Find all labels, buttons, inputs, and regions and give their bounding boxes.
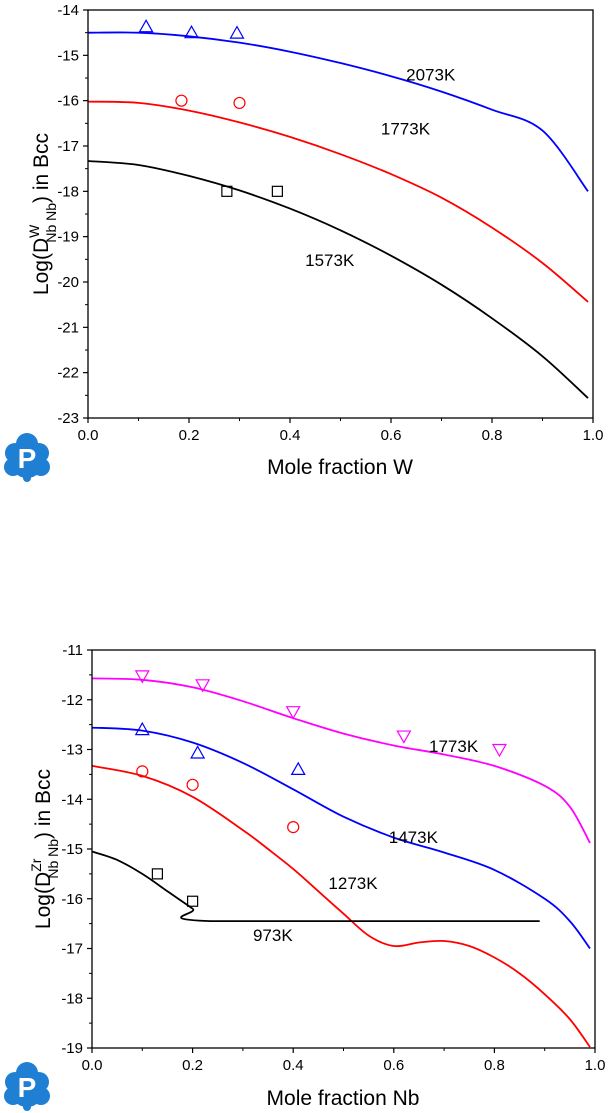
chart-2-annotation-1273K: 1273K bbox=[328, 874, 378, 893]
chart-2-marker-circle-2 bbox=[287, 821, 300, 834]
chart-1-y-tick-label: -20 bbox=[57, 274, 79, 291]
chart-1-marker-circle-1 bbox=[233, 96, 246, 110]
chart-2-y-tick-label: -15 bbox=[61, 841, 83, 858]
chart-2-marker-square-0 bbox=[151, 868, 163, 880]
chart-2-marker-square-1 bbox=[187, 895, 199, 907]
logo-cloud-shape bbox=[4, 1062, 50, 1111]
logo-cloud-lobe bbox=[32, 1087, 50, 1105]
chart-2-series-1473K-line bbox=[91, 726, 591, 950]
chart-2-marker-triangle-down-0 bbox=[134, 670, 150, 684]
chart-2-y-tick-label: -19 bbox=[61, 1040, 83, 1057]
logo-cloud-lobe bbox=[4, 458, 22, 476]
chart-1-marker-triangle-up-2 bbox=[229, 25, 245, 39]
logo-cloud-drop bbox=[23, 474, 31, 482]
chart-1-annotation-2073K: 2073K bbox=[406, 65, 456, 84]
logo-letter: P bbox=[18, 1072, 37, 1103]
chart-2-marker-triangle-down-3 bbox=[396, 730, 412, 744]
chart-1-annotation-1773K: 1773K bbox=[381, 120, 431, 139]
chart-2-marker-triangle-down-4 bbox=[491, 743, 507, 758]
chart-2-marker-triangle-down-2 bbox=[285, 706, 301, 720]
chart-1-marker-triangle-up-1 bbox=[183, 24, 200, 39]
chart-2-x-tick-label: 0.2 bbox=[182, 1057, 203, 1074]
chart-1-y-tick-label: -16 bbox=[57, 93, 79, 110]
chart-1-marker-layer bbox=[138, 19, 283, 197]
chart-1-marker-triangle-up-0 bbox=[138, 19, 154, 33]
cloud-p-logo-top: P bbox=[4, 433, 50, 482]
chart-1-marker-circle-0 bbox=[175, 94, 188, 107]
chart-1-annotation-layer: 2073K 1773K 1573K bbox=[305, 65, 456, 270]
chart-1-x-axis-label: Mole fraction W bbox=[267, 456, 413, 479]
chart-2-annotation-1773K: 1773K bbox=[429, 737, 479, 756]
chart-2-y-ticks: -19 -18 -17 -16 -15 -14 -13 -12 -11 bbox=[61, 642, 92, 1057]
chart-2-y-tick-label: -13 bbox=[61, 742, 83, 759]
chart-2-y-tick-label: -16 bbox=[61, 891, 83, 908]
logo-cloud-shape bbox=[4, 433, 50, 482]
chart-1-annotation-1573K: 1573K bbox=[305, 251, 355, 270]
chart-1-series-layer bbox=[87, 31, 589, 399]
chart-2: 1773K 1473K 1273K 973K 0.0 0.2 0.4 0.6 0.8 1.0 -… bbox=[28, 642, 605, 1110]
chart-2-x-ticks: 0.0 0.2 0.4 0.6 0.8 1.0 bbox=[82, 1048, 606, 1074]
chart-2-x-tick-label: 1.0 bbox=[585, 1057, 606, 1074]
logo-cloud-lobe bbox=[4, 1087, 22, 1105]
chart-2-series-layer bbox=[91, 677, 591, 1048]
chart-2-marker-circle-0 bbox=[136, 765, 149, 778]
chart-2-y-axis-label: Log(DZrNb Nb) in Bcc bbox=[28, 769, 61, 929]
chart-1-y-tick-label: -15 bbox=[57, 47, 79, 64]
chart-1-y-tick-label: -18 bbox=[57, 183, 79, 200]
chart-1-y-tick-label: -17 bbox=[57, 138, 79, 155]
chart-2-x-tick-label: 0.0 bbox=[82, 1057, 103, 1074]
chart-1-marker-square-1 bbox=[271, 185, 283, 197]
chart-1-y-ticks: -23 -22 -21 -20 -19 -18 -17 -16 -15 -14 bbox=[57, 2, 88, 427]
chart-2-y-tick-label: -17 bbox=[61, 941, 83, 958]
logo-cloud-lobe bbox=[32, 458, 50, 476]
chart-1-x-tick-label: 1.0 bbox=[583, 427, 604, 444]
chart-2-x-tick-label: 0.6 bbox=[383, 1057, 404, 1074]
chart-2-marker-triangle-up-1 bbox=[190, 745, 206, 759]
chart-2-series-1773K-line bbox=[91, 677, 591, 844]
chart-2-annotation-973K: 973K bbox=[253, 926, 293, 945]
chart-1-x-tick-label: 0.6 bbox=[381, 427, 402, 444]
chart-1-y-tick-label: -19 bbox=[57, 229, 79, 246]
chart-1-x-tick-label: 0.0 bbox=[78, 427, 99, 444]
chart-2-marker-triangle-up-2 bbox=[290, 761, 306, 776]
chart-2-marker-triangle-up-0 bbox=[134, 721, 150, 736]
chart-2-x-tick-label: 0.8 bbox=[484, 1057, 505, 1074]
chart-1-series-2073K-line bbox=[87, 31, 589, 192]
chart-2-y-tick-label: -14 bbox=[61, 791, 83, 808]
logo-cloud-lobe bbox=[16, 433, 38, 455]
logo-cloud-drop bbox=[23, 1103, 31, 1111]
chart-2-plot-frame bbox=[91, 649, 596, 1049]
chart-1-series-1773K-line bbox=[87, 100, 589, 303]
chart-2-x-tick-label: 0.4 bbox=[283, 1057, 304, 1074]
chart-1-marker-square-0 bbox=[221, 185, 233, 197]
chart-2-marker-layer bbox=[134, 670, 507, 907]
chart-2-annotation-1473K: 1473K bbox=[389, 828, 439, 847]
chart-1-series-1573K-line bbox=[87, 160, 589, 399]
chart-1-x-ticks: 0.0 0.2 0.4 0.6 0.8 1.0 bbox=[78, 418, 604, 444]
chart-2-marker-circle-1 bbox=[186, 778, 199, 791]
chart-2-y-tick-label: -12 bbox=[61, 692, 83, 709]
chart-2-y-tick-label: -18 bbox=[61, 990, 83, 1007]
chart-2-marker-triangle-down-1 bbox=[195, 679, 211, 693]
chart-1-plot-frame bbox=[87, 9, 594, 419]
chart-1-y-axis-label: Log(DWNb Nb) in Bcc bbox=[26, 133, 59, 295]
chart-1-y-tick-label: -14 bbox=[57, 2, 79, 19]
chart-2-series-973K-line bbox=[91, 850, 540, 922]
chart-2-annotation-layer: 1773K 1473K 1273K 973K bbox=[253, 737, 479, 945]
chart-1-y-tick-label: -23 bbox=[57, 410, 79, 427]
chart-1-y-tick-label: -21 bbox=[57, 319, 79, 336]
chart-1-x-tick-label: 0.4 bbox=[280, 427, 301, 444]
cloud-p-logo-bottom: P bbox=[4, 1062, 50, 1111]
chart-1-y-tick-label: -22 bbox=[57, 365, 79, 382]
logo-letter: P bbox=[18, 443, 37, 474]
chart-2-x-axis-label: Mole fraction Nb bbox=[267, 1087, 420, 1110]
chart-1-x-tick-label: 0.2 bbox=[179, 427, 200, 444]
chart-2-y-tick-label: -11 bbox=[62, 642, 83, 659]
logo-cloud-lobe bbox=[16, 1062, 38, 1084]
chart-1-x-tick-label: 0.8 bbox=[482, 427, 503, 444]
chart-2-series-1273K-line bbox=[91, 765, 591, 1048]
